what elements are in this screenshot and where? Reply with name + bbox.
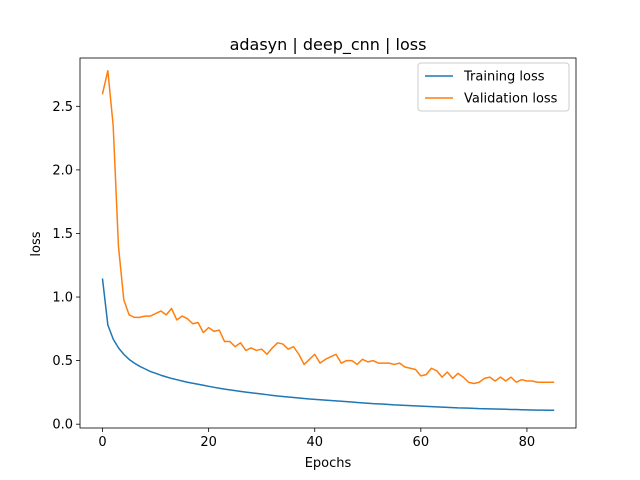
y-tick-label: 0.5 <box>52 354 73 369</box>
axes-frame <box>79 57 577 429</box>
y-tick-label: 1.0 <box>52 291 73 306</box>
y-tick-label: 1.5 <box>52 227 73 242</box>
series-line-training-loss <box>101 278 555 411</box>
plot-area: 0 20 40 60 80 0.0 0.5 1.0 1.5 2.0 2.5 <box>52 57 577 450</box>
x-tick-label: 0 <box>98 435 106 450</box>
legend-box <box>417 62 570 112</box>
x-tick-label: 20 <box>200 435 217 450</box>
legend: Training loss Validation loss <box>417 62 570 112</box>
y-tick-label: 2.0 <box>52 163 73 178</box>
x-tick-label: 40 <box>306 435 323 450</box>
legend-label-validation-loss: Validation loss <box>464 92 558 107</box>
y-tick-label: 2.5 <box>52 100 73 115</box>
x-tick-label: 60 <box>413 435 430 450</box>
x-axis-label: Epochs <box>305 456 352 471</box>
y-tick-label: 0.0 <box>52 418 73 433</box>
y-axis-label: loss <box>29 231 44 256</box>
legend-label-training-loss: Training loss <box>463 70 545 85</box>
x-tick-label: 80 <box>519 435 536 450</box>
chart-title: adasyn | deep_cnn | loss <box>230 35 427 55</box>
series-line-validation-loss <box>101 69 555 385</box>
